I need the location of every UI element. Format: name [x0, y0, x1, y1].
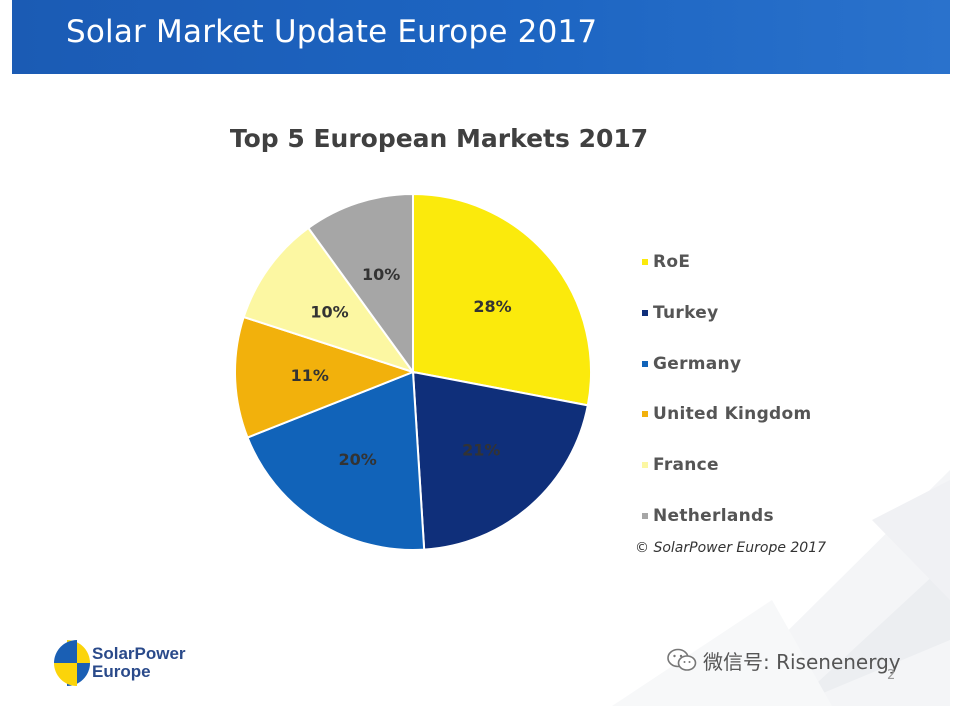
solarpower-europe-logo: SolarPower Europe: [54, 638, 214, 694]
legend-label: Germany: [653, 353, 742, 374]
slide: Solar Market Update Europe 2017 Top 5 Eu…: [12, 0, 950, 706]
legend-label: Turkey: [653, 303, 719, 324]
background-triangles: [612, 470, 950, 706]
logo-line-2: Europe: [92, 662, 151, 681]
pie-label-roe: 28%: [473, 297, 511, 316]
legend-label: RoE: [653, 252, 691, 273]
pie-slice-turkey: [411, 370, 590, 551]
copyright-text: © SolarPower Europe 2017: [635, 540, 827, 556]
legend-swatch: [642, 411, 648, 418]
legend-label: Netherlands: [653, 505, 774, 526]
pie-chart: 28% 21% 20% 11% 10% 10%: [234, 192, 592, 551]
pie-slice-germany: [246, 370, 426, 551]
chart-title: Top 5 European Markets 2017: [229, 124, 649, 153]
legend-item-united-kingdom: United Kingdom: [642, 389, 902, 440]
legend-swatch: [642, 462, 648, 469]
pie-label-turkey: 21%: [462, 440, 500, 459]
legend-swatch: [642, 310, 648, 317]
legend-item-netherlands: Netherlands: [642, 490, 902, 541]
legend-label: United Kingdom: [653, 404, 812, 425]
legend-label: France: [653, 455, 719, 476]
slide-title: Solar Market Update Europe 2017: [66, 14, 598, 50]
pie-label-netherlands: 10%: [362, 265, 400, 284]
wechat-id-text: 微信号: Risenenergy: [703, 649, 901, 674]
page-number: 2: [887, 668, 896, 683]
pie-slice-france: [242, 226, 416, 374]
pie-label-germany: 20%: [339, 450, 377, 469]
legend-swatch: [642, 360, 648, 367]
logo-mark-icon: [54, 640, 90, 686]
pie-label-united-kingdom: 11%: [291, 366, 329, 385]
pie-slice-united-kingdom: [234, 315, 416, 439]
legend-swatch: [642, 259, 648, 266]
header-bar: Solar Market Update Europe 2017: [12, 0, 950, 74]
pie-slice-roe: [412, 192, 592, 407]
legend-item-turkey: Turkey: [642, 288, 902, 339]
pie-label-france: 10%: [310, 302, 348, 321]
wechat-watermark: 微信号: Risenenergy: [667, 645, 901, 675]
legend-item-germany: Germany: [642, 338, 902, 389]
legend-item-roe: RoE: [642, 237, 902, 288]
logo-line-1: SolarPower: [92, 644, 186, 663]
legend-swatch: [642, 512, 648, 519]
chart-legend: RoE Turkey Germany United Kingdom France Neth…: [642, 237, 902, 541]
wechat-icon: [667, 648, 697, 671]
legend-item-france: France: [642, 440, 902, 491]
pie-slice-netherlands: [306, 192, 414, 376]
